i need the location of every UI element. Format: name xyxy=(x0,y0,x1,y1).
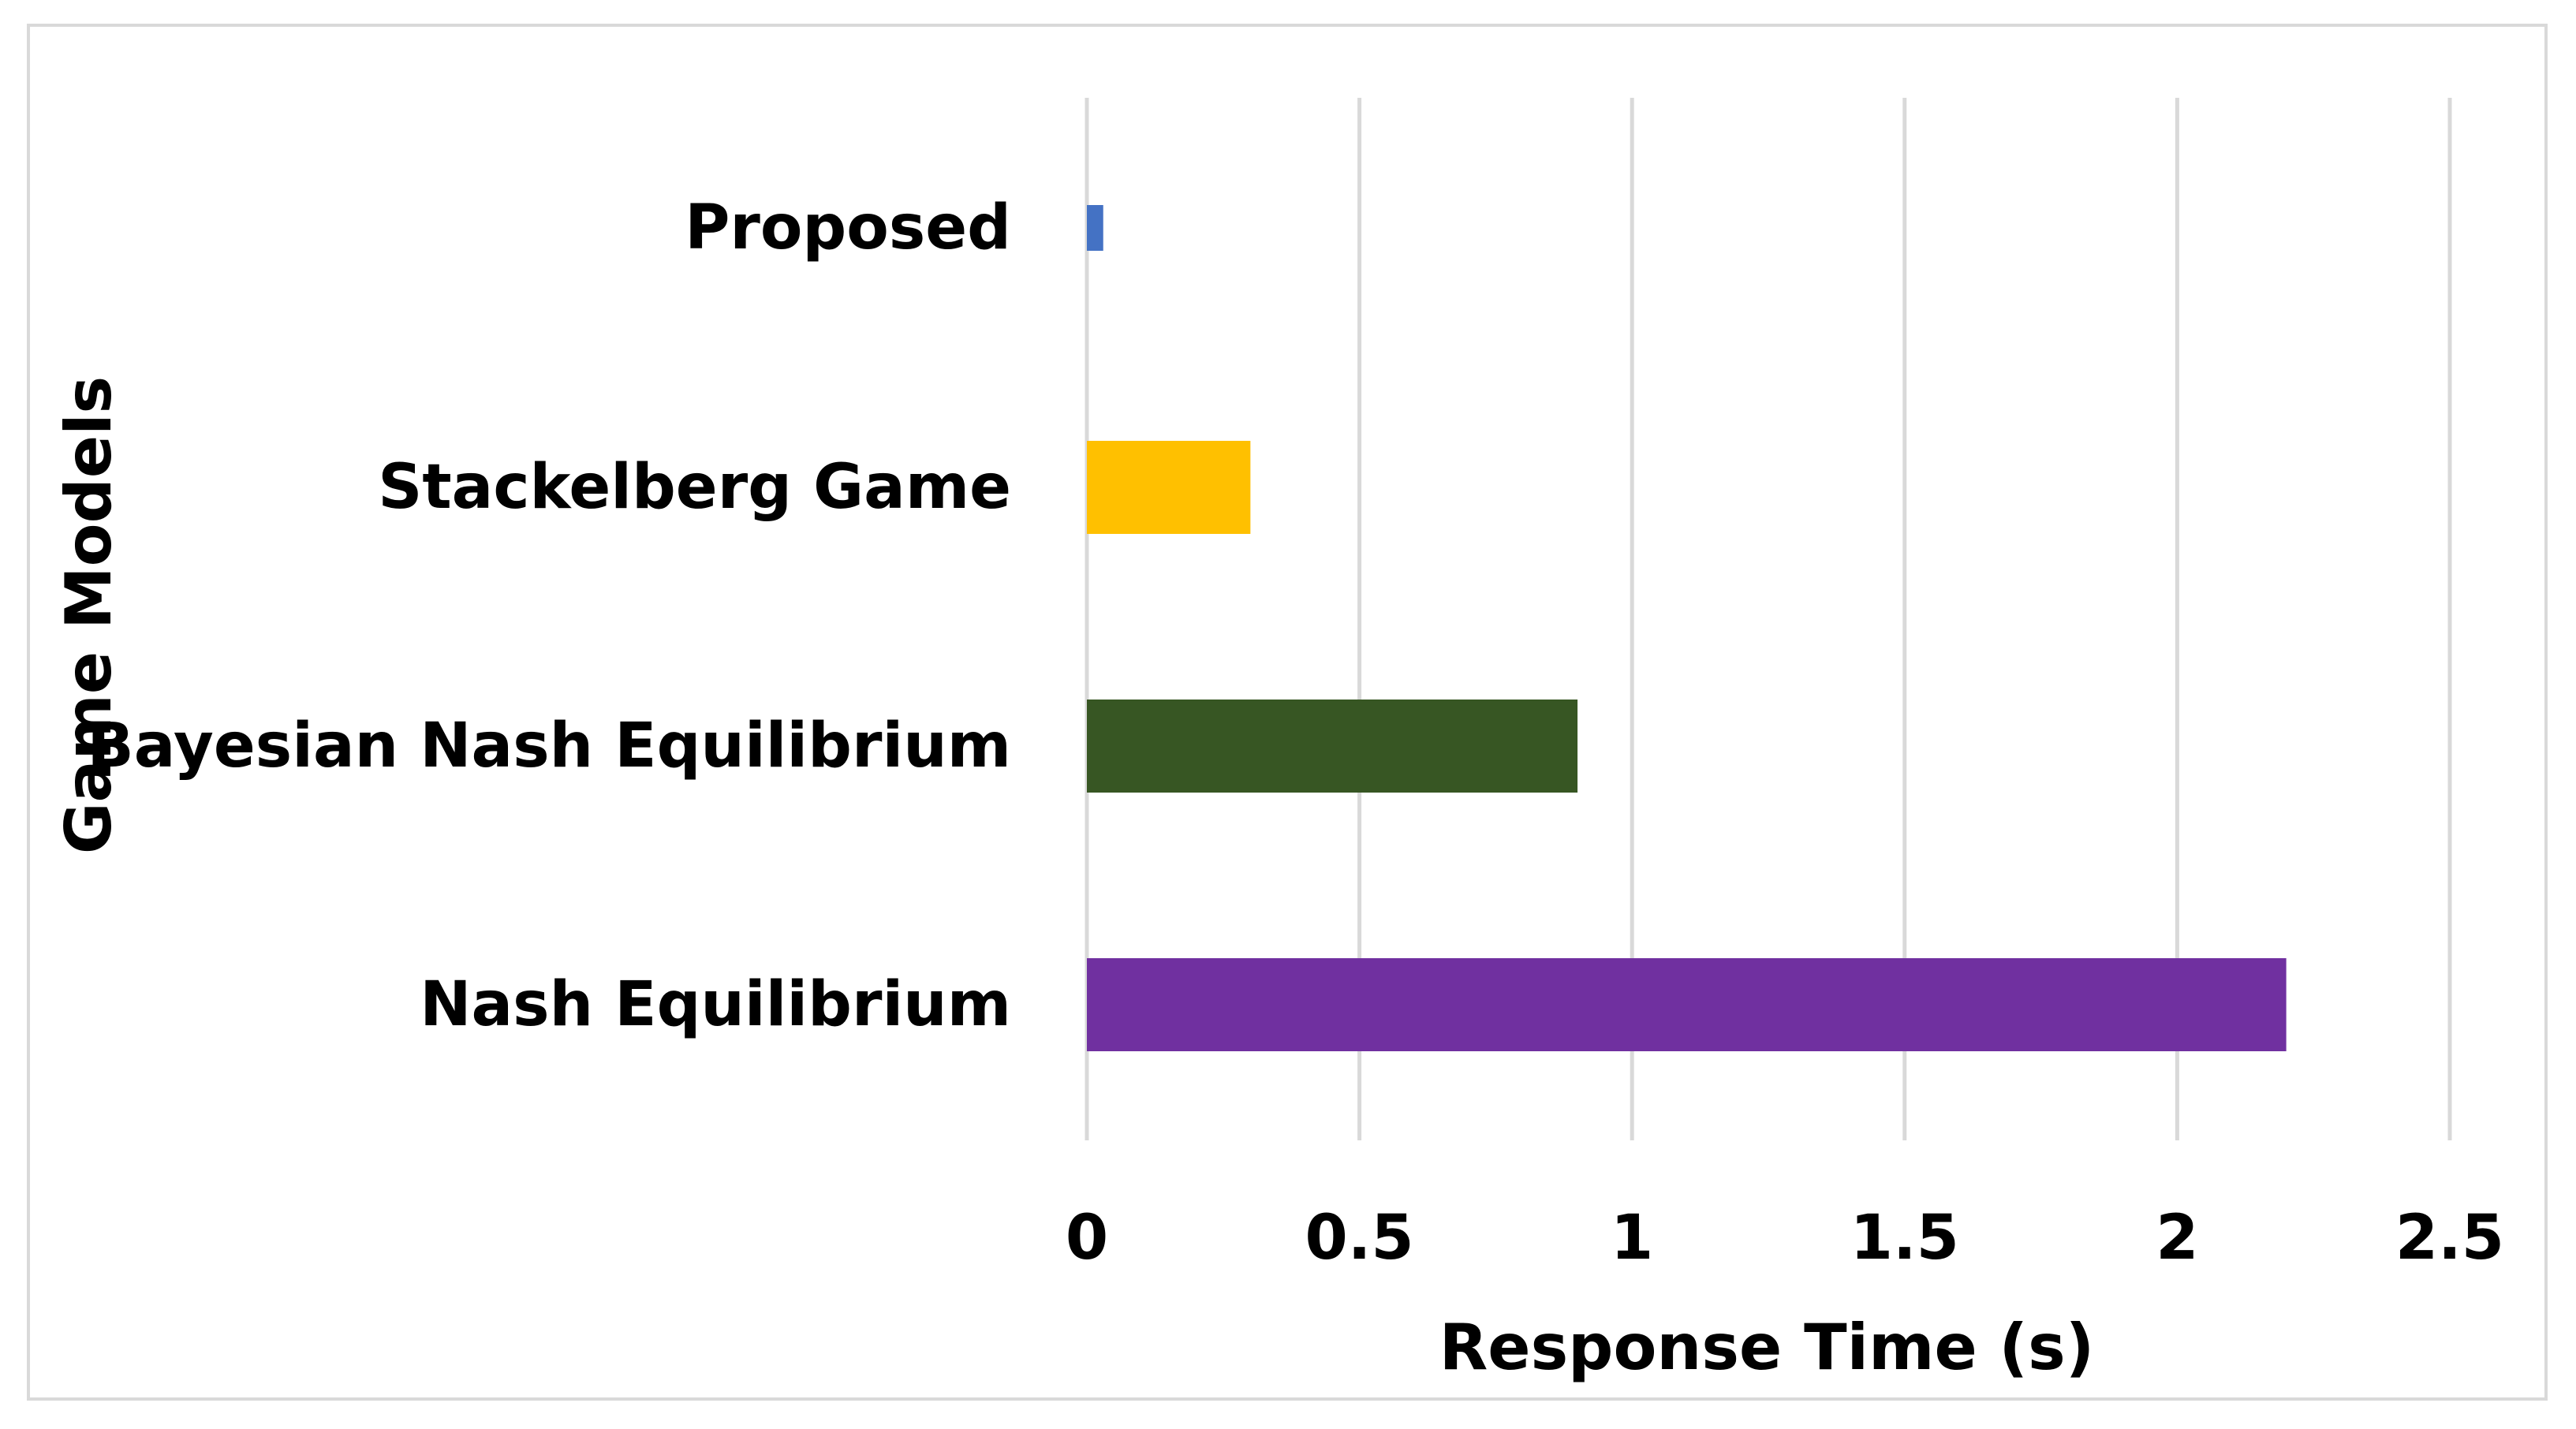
category-label: Proposed xyxy=(685,192,1011,263)
x-axis-title: Response Time (s) xyxy=(1439,1311,2095,1384)
category-label: Stackelberg Game xyxy=(378,452,1011,523)
x-tick-label: 1 xyxy=(1611,1203,1653,1274)
x-tick-label: 1.5 xyxy=(1850,1203,1959,1274)
category-label: Bayesian Nash Equilibrium xyxy=(87,711,1011,782)
bar xyxy=(1087,958,2287,1051)
bar xyxy=(1087,205,1103,251)
x-tick-labels: 0 0.5 1 1.5 2 2.5 xyxy=(1066,1203,2504,1274)
category-labels: Proposed Stackelberg Game Bayesian Nash Eq… xyxy=(87,192,1011,1040)
x-tick-label: 0.5 xyxy=(1305,1203,1414,1274)
x-tick-label: 0 xyxy=(1066,1203,1108,1274)
bars xyxy=(1087,205,2287,1051)
bar xyxy=(1087,441,1251,534)
y-axis-title: Game Models xyxy=(52,376,125,854)
x-tick-label: 2.5 xyxy=(2395,1203,2504,1274)
bar xyxy=(1087,700,1578,793)
category-label: Nash Equilibrium xyxy=(420,969,1011,1040)
x-tick-label: 2 xyxy=(2156,1203,2198,1274)
